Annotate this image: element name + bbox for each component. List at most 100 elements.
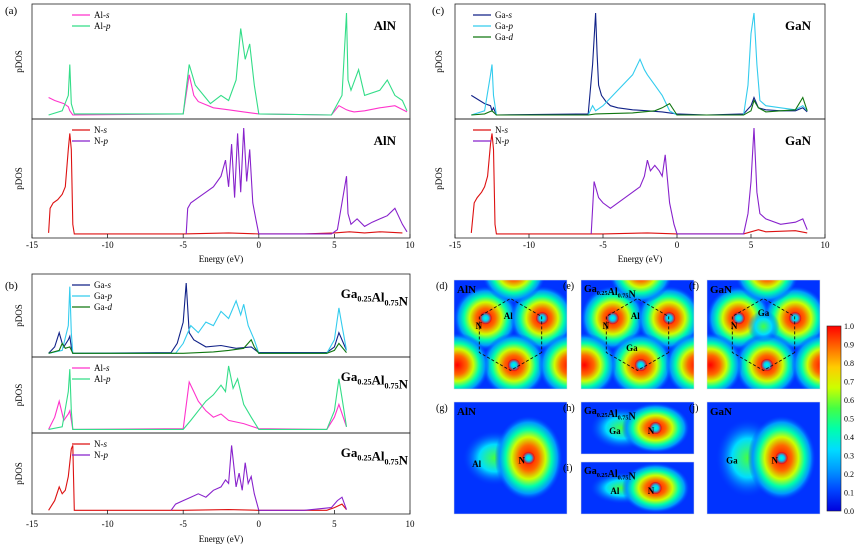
subplot-frame bbox=[31, 432, 411, 515]
dos-curve-n-p bbox=[185, 127, 408, 235]
atom-core bbox=[649, 482, 662, 494]
y-axis-label: pDOS bbox=[434, 167, 444, 190]
subplot-frame bbox=[454, 118, 826, 239]
atom-core bbox=[479, 312, 492, 325]
panel-label: (j) bbox=[689, 403, 698, 414]
atom-core bbox=[522, 452, 535, 464]
x-tick-label: -10 bbox=[102, 240, 114, 250]
subplot-frame bbox=[31, 118, 411, 239]
map-frame bbox=[580, 461, 695, 515]
lattice-hexagon bbox=[478, 297, 543, 372]
colorbar-scale bbox=[826, 325, 842, 512]
density-blob bbox=[581, 333, 617, 389]
panel-label: (h) bbox=[563, 403, 575, 414]
subplot-title: AlN bbox=[374, 133, 397, 148]
legend-entry: N-s bbox=[94, 125, 108, 135]
dos-curve-al-p bbox=[48, 12, 408, 116]
legend-entry: Al-p bbox=[94, 21, 111, 31]
dos-subplot: Al-sAl-p Ga0.25Al0.75N pDOS bbox=[14, 356, 411, 434]
atom-core bbox=[732, 312, 745, 325]
density-blob bbox=[736, 280, 798, 304]
colorbar-tick-label: 0.4 bbox=[844, 433, 854, 442]
dos-subplot: Ga-sGa-pGa-d Ga0.25Al0.75N pDOS bbox=[14, 273, 411, 358]
x-tick-label: -5 bbox=[179, 240, 187, 250]
legend-entry: Al-p bbox=[94, 374, 111, 384]
colorbar-tick-label: 0.9 bbox=[844, 341, 854, 350]
atom-label: Ga bbox=[626, 343, 638, 353]
atom-core bbox=[760, 359, 773, 372]
atom-label: Ga bbox=[609, 426, 621, 436]
density-blob bbox=[791, 333, 820, 389]
y-axis-label: pDOS bbox=[14, 304, 24, 327]
x-tick-label: 0 bbox=[675, 240, 680, 250]
colorbar-tick-label: 0.6 bbox=[844, 396, 854, 405]
y-axis-label: pDOS bbox=[14, 167, 24, 190]
legend-entry: Ga-s bbox=[495, 10, 513, 20]
subplot-frame bbox=[31, 3, 411, 120]
x-tick-label: 0 bbox=[257, 519, 262, 529]
x-tick-label: -15 bbox=[449, 240, 461, 250]
subplot-title: AlN bbox=[374, 18, 397, 33]
legend-entry: Ga-p bbox=[94, 291, 113, 301]
panel-label: (b) bbox=[5, 280, 18, 292]
colorbar-tick-label: 0.3 bbox=[844, 452, 854, 461]
density-blob bbox=[707, 333, 743, 389]
panel-label: (d) bbox=[436, 281, 448, 292]
legend-entry: Ga-d bbox=[495, 32, 514, 42]
map-frame bbox=[706, 401, 821, 515]
density-blob bbox=[747, 310, 780, 343]
map-frame bbox=[453, 401, 568, 515]
colorbar-tick-label: 0.0 bbox=[844, 507, 854, 516]
panel-label: (c) bbox=[432, 5, 445, 17]
x-tick-label: 5 bbox=[332, 519, 337, 529]
legend-entry: N-p bbox=[94, 136, 109, 146]
atom-label: Ga bbox=[726, 456, 738, 466]
x-tick-label: -15 bbox=[26, 519, 38, 529]
panel-label: (i) bbox=[563, 463, 572, 474]
subplot-title: Ga0.25Al0.75N bbox=[341, 445, 409, 467]
map-title: Ga0.25Al0.75N bbox=[584, 406, 636, 423]
subplot-title: GaN bbox=[785, 18, 812, 33]
y-axis-label: pDOS bbox=[14, 384, 24, 407]
x-tick-label: -15 bbox=[26, 240, 38, 250]
x-axis-label: Energy (eV) bbox=[199, 254, 244, 264]
dos-subplot: N-sN-p GaN pDOS bbox=[434, 118, 826, 239]
dos-curve-n-s bbox=[48, 133, 403, 235]
map-title: GaN bbox=[710, 406, 732, 418]
dos-curve-n-s bbox=[48, 445, 347, 511]
lattice-hexagon bbox=[731, 297, 796, 372]
density-map-d: (d) AlN N Al bbox=[436, 279, 568, 390]
panel-label: (g) bbox=[436, 403, 448, 414]
density-blob bbox=[483, 280, 545, 304]
dos-curve-al-s bbox=[48, 74, 408, 116]
legend-entry: N-s bbox=[495, 125, 509, 135]
map-frame bbox=[580, 401, 695, 455]
density-map-e: (e) Ga0.25Al0.75N N Al Ga bbox=[563, 279, 695, 390]
colorbar: 1.0 0.9 0.8 0.7 0.6 0.5 0.4 0.3 0.2 0.1 0.0 bbox=[826, 322, 854, 516]
dos-panel-c: (c) Ga-sGa-pGa-d GaN pDOS N-sN-p GaN pDOS -15 -1… bbox=[432, 3, 830, 264]
dos-curve-ga-d bbox=[48, 338, 347, 354]
density-map-h: (h) Ga0.25Al0.75N Ga N bbox=[563, 401, 695, 455]
legend-entry: Ga-d bbox=[94, 302, 113, 312]
atom-label: Ga bbox=[758, 308, 770, 318]
atom-label: Al bbox=[472, 459, 481, 469]
atom-core bbox=[634, 359, 647, 372]
atom-core bbox=[606, 312, 619, 325]
atom-label: Al bbox=[504, 311, 513, 321]
dos-curve-n-p bbox=[170, 445, 348, 511]
atom-core bbox=[775, 452, 788, 464]
dos-subplot: N-sN-p Ga0.25Al0.75N pDOS bbox=[14, 432, 411, 515]
map-frame bbox=[580, 279, 695, 390]
atom-core bbox=[649, 422, 662, 434]
atom-label: N bbox=[648, 426, 655, 436]
x-tick-label: 10 bbox=[406, 519, 416, 529]
atom-core bbox=[507, 359, 520, 372]
subplot-title: Ga0.25Al0.75N bbox=[341, 369, 409, 391]
panel-label: (e) bbox=[563, 281, 574, 292]
dos-curve-ga-d bbox=[471, 96, 808, 116]
